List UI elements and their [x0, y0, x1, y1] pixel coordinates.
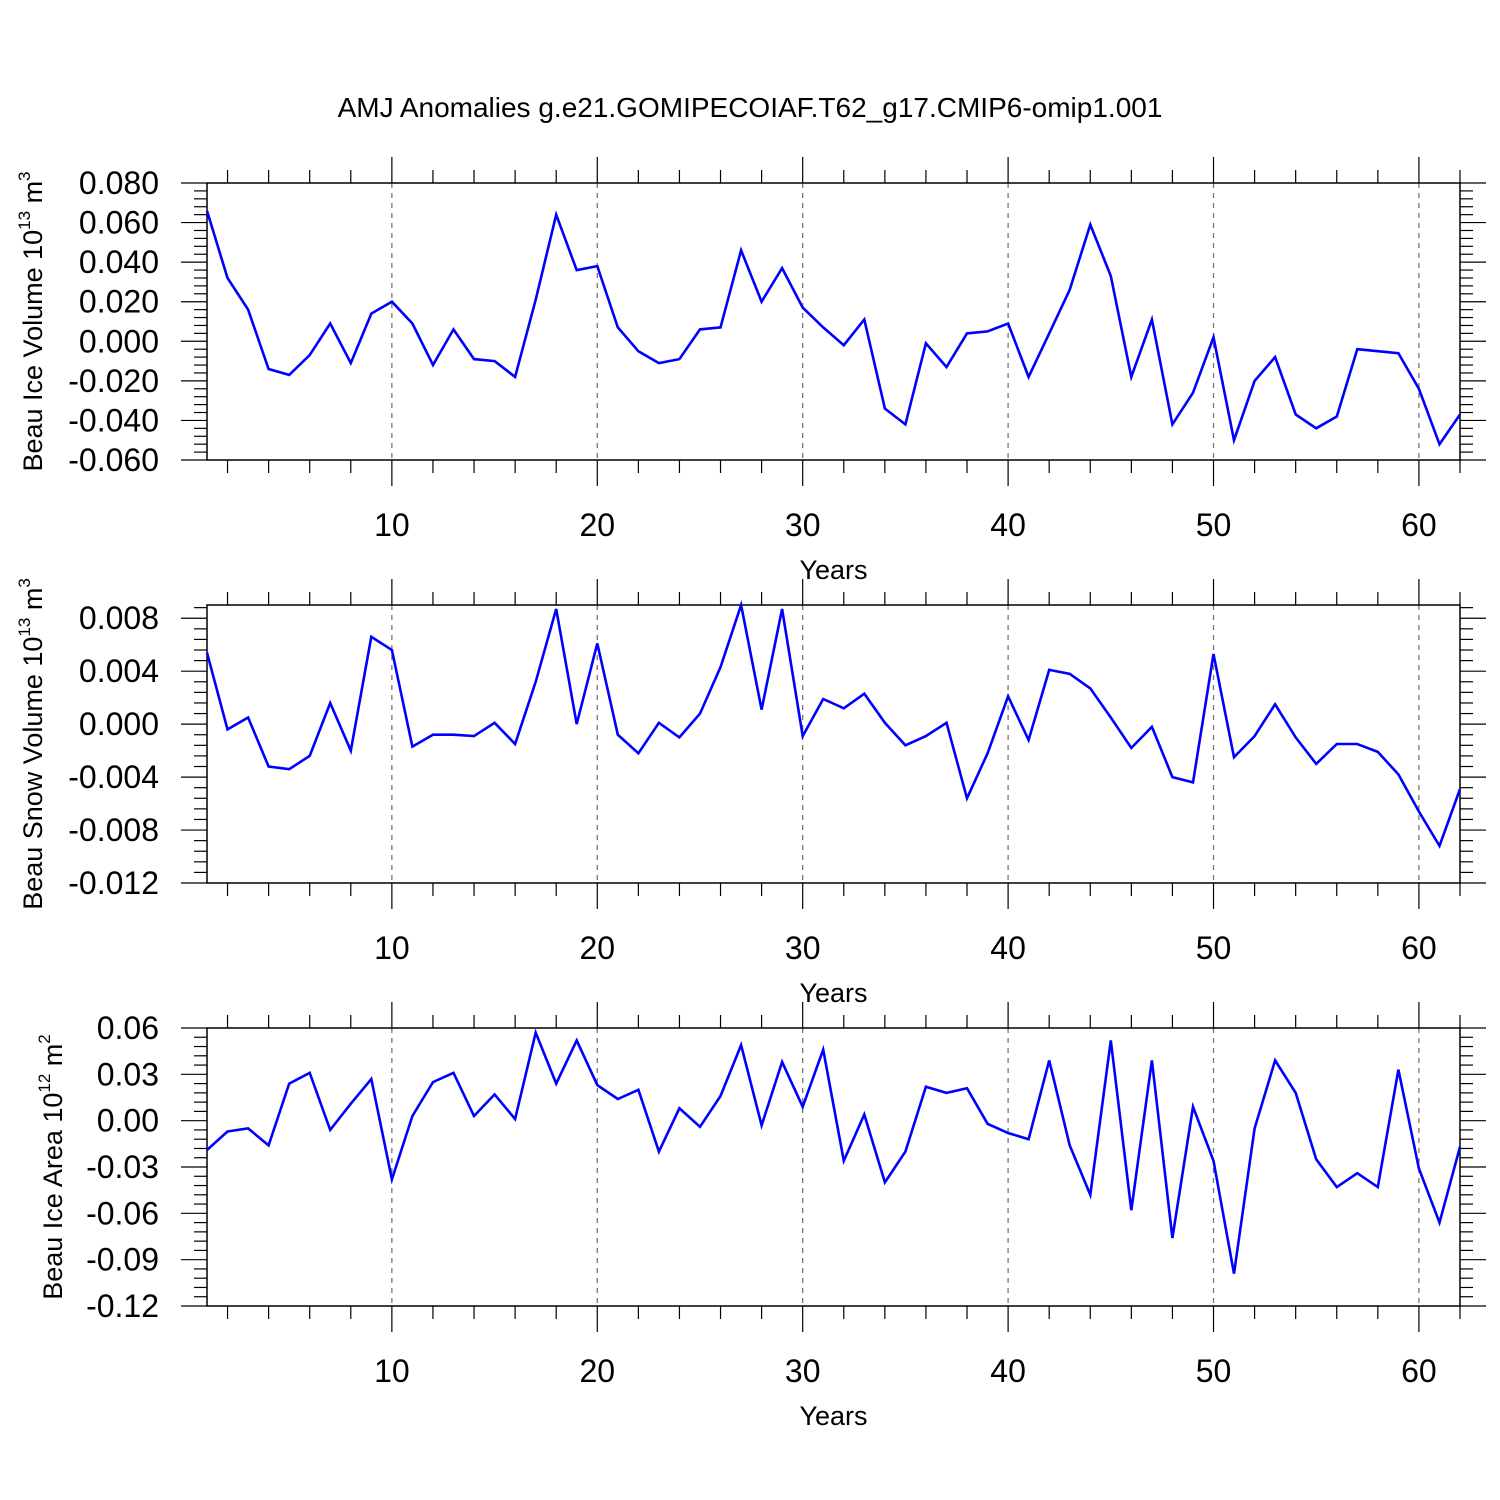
x-tick-label: 10 — [374, 507, 410, 543]
series-line — [205, 210, 1462, 447]
x-tick-label: 50 — [1196, 507, 1232, 543]
x-tick-label: 30 — [785, 1353, 821, 1389]
y-tick-label: 0.000 — [79, 706, 159, 742]
y-tick-label: 0.060 — [79, 205, 159, 241]
y-tick-label: 0.06 — [97, 1010, 159, 1046]
y-axis-title: Beau Ice Area 1012 m2 — [35, 1034, 68, 1300]
y-tick-label: -0.004 — [68, 759, 159, 795]
y-tick-label: -0.060 — [68, 442, 159, 478]
y-tick-label: 0.040 — [79, 244, 159, 280]
plot-frame — [206, 182, 1461, 461]
y-axis-title-unit: m — [18, 588, 48, 618]
y-tick-label: 0.00 — [97, 1103, 159, 1139]
x-tick-label: 10 — [374, 930, 410, 966]
x-tick-label: 60 — [1401, 1353, 1437, 1389]
page-title: AMJ Anomalies g.e21.GOMIPECOIAF.T62_g17.… — [337, 92, 1163, 123]
y-tick-label: -0.012 — [68, 865, 159, 901]
y-tick-label: -0.12 — [86, 1288, 159, 1324]
y-tick-label: -0.03 — [86, 1149, 159, 1185]
chart-panel-2: 10 20 30 40 50 60 -0.012 -0.008 -0.004 0.000 0.004… — [15, 578, 1486, 1008]
y-tick-label: 0.004 — [79, 653, 159, 689]
series-line — [206, 1028, 1462, 1274]
chart-panel-3: 10 20 30 40 50 60 -0.12 -0.09 -0.06 -0.03 0.00 0.03… — [35, 1002, 1486, 1431]
y-tick-label: -0.06 — [86, 1195, 159, 1231]
x-tick-label: 40 — [990, 1353, 1026, 1389]
y-axis-title-unit-exponent: 2 — [35, 1034, 54, 1043]
x-tick-label: 40 — [990, 507, 1026, 543]
y-tick-label: 0.008 — [79, 600, 159, 636]
y-tick-label: 0.03 — [97, 1056, 159, 1092]
x-tick-label: 30 — [785, 930, 821, 966]
x-tick-label: 60 — [1401, 930, 1437, 966]
y-axis-title-text: Beau Ice Volume 10 — [18, 230, 48, 472]
y-axis-title: Beau Snow Volume 1013 m3 — [15, 578, 48, 910]
x-tick-label: 10 — [374, 1353, 410, 1389]
x-tick-label: 30 — [785, 507, 821, 543]
y-axis-title-exponent: 12 — [35, 1074, 54, 1093]
y-axis-title-unit-exponent: 3 — [15, 578, 34, 587]
y-axis-title-exponent: 13 — [15, 618, 34, 637]
plot-frame — [206, 604, 1461, 884]
y-axis-title: Beau Ice Volume 1013 m3 — [15, 171, 48, 471]
y-axis-title-text: Beau Snow Volume 10 — [18, 637, 48, 910]
x-tick-label: 20 — [579, 930, 615, 966]
x-tick-label: 20 — [579, 507, 615, 543]
x-tick-label: 40 — [990, 930, 1026, 966]
y-tick-label: -0.008 — [68, 812, 159, 848]
y-tick-label: 0.020 — [79, 284, 159, 320]
y-axis-title-text: Beau Ice Area 10 — [38, 1093, 68, 1300]
y-axis-title-unit: m — [38, 1044, 68, 1074]
y-tick-label: 0.000 — [79, 323, 159, 359]
x-axis-title: Years — [799, 978, 867, 1008]
y-tick-label: 0.080 — [79, 165, 159, 201]
x-axis-title: Years — [799, 555, 867, 585]
y-tick-label: -0.09 — [86, 1242, 159, 1278]
series-line — [205, 599, 1462, 849]
x-axis-title: Years — [799, 1401, 867, 1431]
x-tick-label: 50 — [1196, 1353, 1232, 1389]
x-tick-label: 60 — [1401, 507, 1437, 543]
y-axis-title-unit: m — [18, 181, 48, 211]
y-axis-title-unit-exponent: 3 — [15, 171, 34, 180]
x-tick-label: 50 — [1196, 930, 1232, 966]
y-tick-label: -0.020 — [68, 363, 159, 399]
x-tick-label: 20 — [579, 1353, 615, 1389]
chart-panel-1: 10 20 30 40 50 60 -0.060 -0.040-0.020 0.0000.020… — [15, 157, 1486, 585]
y-tick-label: -0.040 — [68, 402, 159, 438]
y-axis-title-exponent: 13 — [15, 211, 34, 230]
